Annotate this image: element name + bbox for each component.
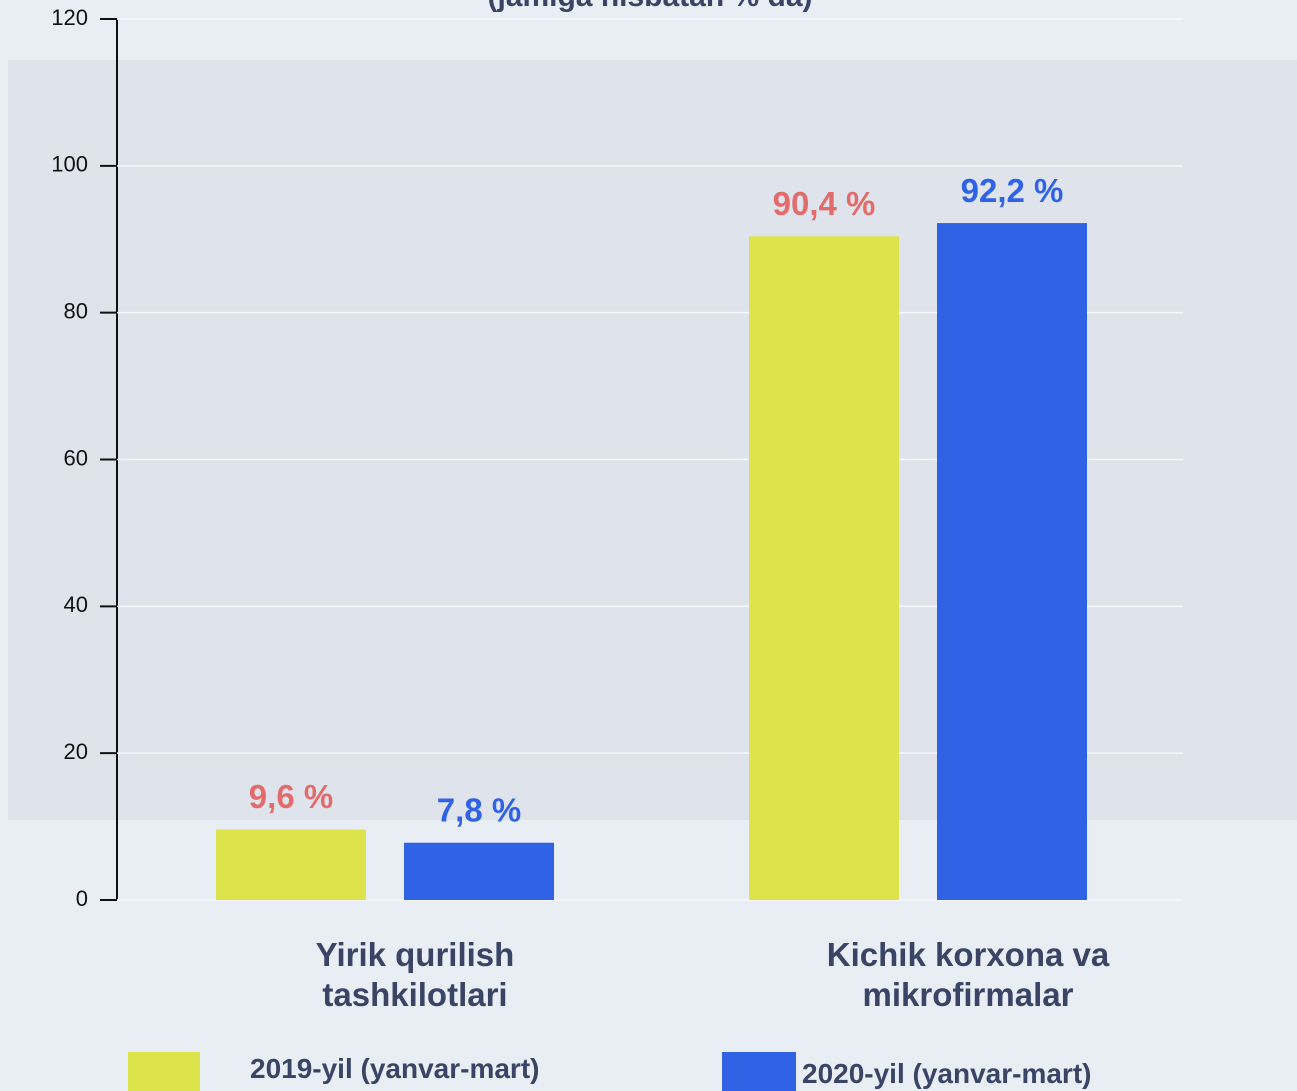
bar [749,236,899,900]
y-tick-label: 80 [64,298,88,323]
legend-swatch [722,1052,796,1091]
category-label: Kichik korxona va mikrofirmalar [808,935,1128,1015]
y-tick-label: 60 [64,445,88,470]
value-label: 7,8 % [437,791,521,828]
value-label: 90,4 % [773,185,876,222]
chart-subtitle: (jamiga nisbatan % da) [487,0,812,13]
category-label: Yirik qurilish tashkilotlari [255,935,575,1015]
bar [216,830,366,900]
y-tick-label: 120 [51,5,88,30]
bar [404,843,554,900]
bar [937,223,1087,900]
chart: (jamiga nisbatan % da) 0 20 40 60 80 100 120 9,… [0,0,1297,1091]
y-tick-label: 0 [76,886,88,911]
y-tick-label: 20 [64,739,88,764]
value-label: 92,2 % [961,172,1064,209]
legend-label: 2019-yil (yanvar-mart) [250,1053,539,1085]
chart-page: (jamiga nisbatan % da) 0 20 40 60 80 100 120 9,… [0,0,1297,1091]
value-label: 9,6 % [249,778,333,815]
legend-swatch [128,1052,200,1091]
legend-label: 2020-yil (yanvar-mart) [802,1058,1091,1090]
y-tick-label: 40 [64,592,88,617]
y-tick-label: 100 [51,152,88,177]
